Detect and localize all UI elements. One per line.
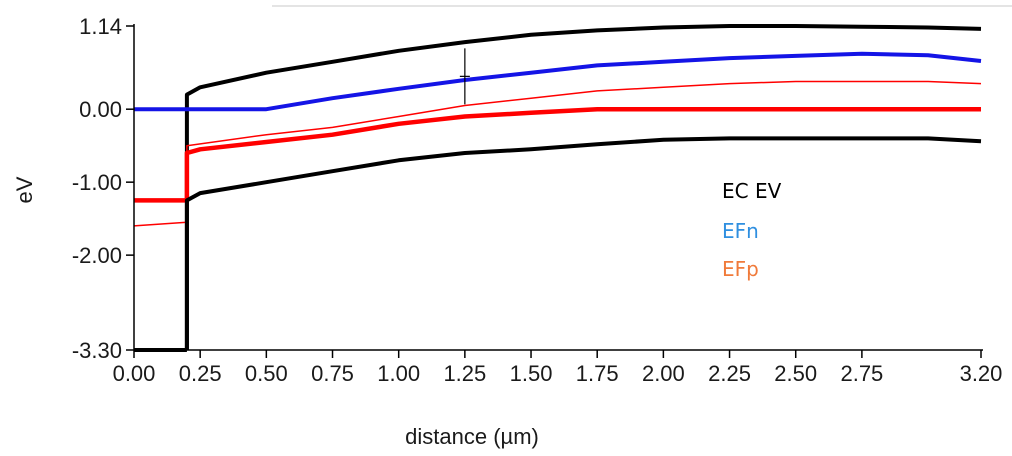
y-axis-title: eV [12, 176, 37, 203]
x-tick-label: 3.20 [960, 361, 1003, 386]
series-line-ev [184, 136, 982, 350]
x-axis-title: distance (µm) [405, 424, 539, 449]
x-tick-label: 0.00 [113, 361, 156, 386]
x-tick-label: 1.00 [377, 361, 420, 386]
x-tick-label: 1.25 [443, 361, 486, 386]
x-tick-label: 2.75 [840, 361, 883, 386]
y-tick-label: -2.00 [72, 243, 122, 268]
series-line-efn [134, 51, 982, 112]
x-tick-label: 1.75 [576, 361, 619, 386]
x-tick-label: 0.50 [245, 361, 288, 386]
legend: EC EV EFn EFp [722, 179, 782, 281]
legend-ec-ev: EC EV [722, 179, 782, 203]
series-line-ec [184, 24, 982, 350]
plot-area [133, 24, 982, 352]
x-tick-label: 0.25 [179, 361, 222, 386]
x-tick-label: 2.25 [708, 361, 751, 386]
x-tick-label: 2.50 [774, 361, 817, 386]
y-tick-label: -1.00 [72, 170, 122, 195]
legend-efn: EFn [722, 219, 759, 243]
y-tick-label: 1.14 [79, 14, 122, 39]
y-tick-label: 0.00 [79, 97, 122, 122]
x-tick-label: 0.75 [311, 361, 354, 386]
series-line-efp [134, 106, 981, 203]
x-tick-label: 1.50 [510, 361, 553, 386]
axes: 1.140.00-1.00-2.00-3.300.00 0.25 0.50 0.75 1… [72, 14, 1003, 386]
legend-efp: EFp [722, 257, 759, 281]
series-line-efp_thin [133, 80, 982, 227]
y-tick-label: -3.30 [72, 338, 122, 363]
x-tick-label: 2.00 [642, 361, 685, 386]
